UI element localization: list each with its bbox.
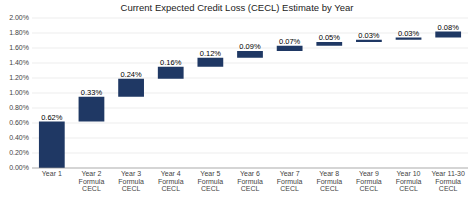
y-tick-label: 0.00% — [9, 164, 29, 171]
y-tick-label: 1.20% — [9, 74, 29, 81]
y-tick-label: 0.80% — [9, 104, 29, 111]
x-tick-label: Year 4FormulaCECL — [158, 170, 184, 192]
grid-line — [32, 138, 468, 139]
bar — [39, 122, 65, 169]
x-tick-label: Year 7FormulaCECL — [277, 170, 303, 192]
x-tick-label: Year 11-30FormulaCECL — [431, 170, 465, 192]
y-tick-label: 0.40% — [9, 134, 29, 141]
bar — [79, 97, 105, 122]
y-axis: 0.00% 0.20% 0.40% 0.60% 0.80% 1.00% 1.20% 1.40%… — [9, 14, 29, 171]
y-tick-label: 1.80% — [9, 29, 29, 36]
x-tick-label: Year 10FormulaCECL — [396, 170, 422, 192]
data-label: 0.03% — [398, 29, 420, 38]
chart: Current Expected Credit Loss (CECL) Esti… — [0, 0, 474, 197]
y-tick-label: 2.00% — [9, 14, 29, 21]
bar — [356, 40, 382, 42]
grid-line — [32, 63, 468, 64]
grid-line — [32, 153, 468, 154]
bar — [277, 46, 303, 51]
grid-line — [32, 123, 468, 124]
x-axis-line — [32, 168, 468, 169]
bar — [118, 79, 144, 97]
y-tick-label: 0.20% — [9, 149, 29, 156]
chart-title: Current Expected Credit Loss (CECL) Esti… — [121, 2, 354, 13]
x-axis: Year 1 Year 2FormulaCECL Year 3FormulaCECL… — [42, 170, 465, 192]
data-label: 0.33% — [81, 88, 103, 97]
data-label: 0.24% — [120, 70, 142, 79]
data-label: 0.05% — [319, 33, 341, 42]
bar — [316, 42, 342, 46]
x-tick-label: Year 9FormulaCECL — [356, 170, 382, 192]
x-tick-label: Year 8FormulaCECL — [316, 170, 342, 192]
data-label: 0.12% — [200, 49, 222, 58]
y-tick-label: 0.60% — [9, 119, 29, 126]
bar — [396, 38, 422, 40]
data-label: 0.03% — [358, 31, 380, 40]
x-tick-label: Year 3FormulaCECL — [118, 170, 144, 192]
bar — [435, 32, 461, 38]
data-label: 0.07% — [279, 37, 301, 46]
data-label: 0.62% — [41, 113, 63, 122]
data-label: 0.09% — [239, 42, 261, 51]
grid-line — [32, 78, 468, 79]
bar — [197, 58, 223, 67]
data-label: 0.08% — [438, 23, 460, 32]
y-tick-label: 1.40% — [9, 59, 29, 66]
x-tick-label: Year 2FormulaCECL — [79, 170, 105, 192]
bar — [237, 51, 263, 58]
grid-line — [32, 18, 468, 19]
x-tick-label: Year 6FormulaCECL — [237, 170, 263, 192]
bars — [39, 32, 461, 169]
grid — [32, 18, 468, 168]
x-tick-label: Year 1 — [42, 170, 62, 177]
data-labels: 0.62% 0.33% 0.24% 0.16% 0.12% 0.09% 0.07% 0.05%… — [41, 23, 459, 122]
grid-line — [32, 168, 468, 169]
data-label: 0.16% — [160, 58, 182, 67]
x-tick-label: Year 5FormulaCECL — [198, 170, 224, 192]
bar — [158, 67, 184, 79]
y-tick-label: 1.00% — [9, 89, 29, 96]
y-tick-label: 1.60% — [9, 44, 29, 51]
